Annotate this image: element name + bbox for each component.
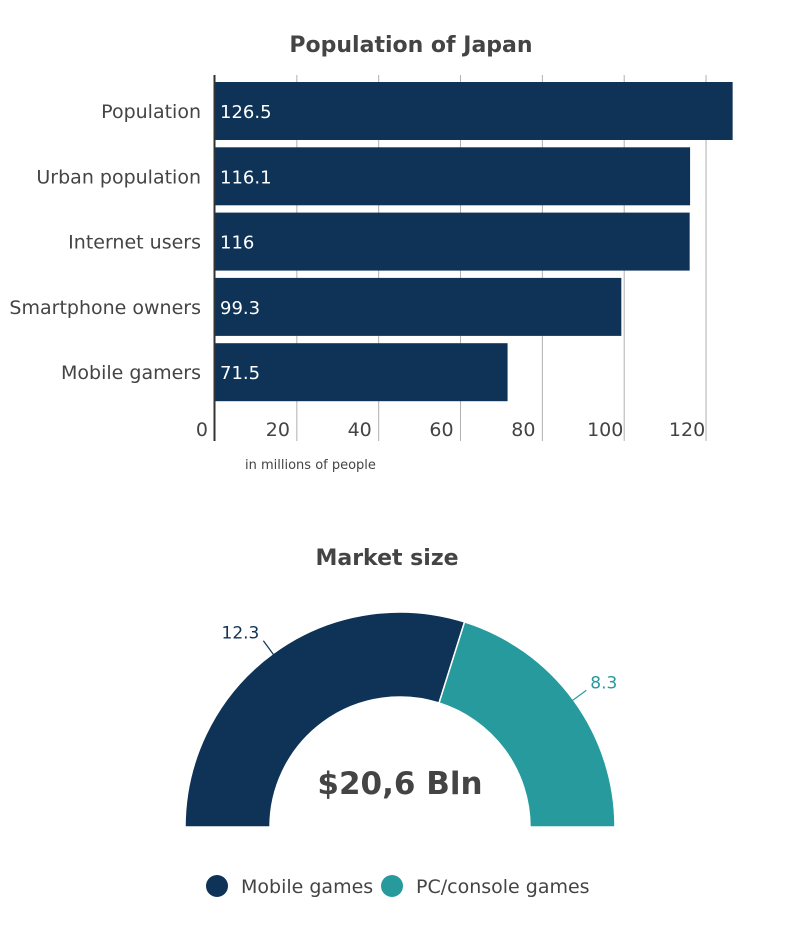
bar-mobile-gamers[interactable] [215,343,508,402]
slice-leader-line-mobile-games [262,640,276,658]
bar-population[interactable] [215,82,733,140]
category-label-smartphone-owners: Smartphone owners [9,297,201,319]
bar-chart-bars: 126.5 116.1 116 99.3 71.5 [215,82,733,402]
donut-center-total: $20,6 Bln [317,766,482,802]
category-label-mobile-gamers: Mobile gamers [61,362,201,384]
bar-value-label-urban-population: 116.1 [220,167,272,188]
x-tick-label-80: 80 [511,419,535,441]
slice-label-mobile-games: 12.3 [222,624,260,644]
x-tick-label-60: 60 [429,419,453,441]
bar-chart-category-labels: Population Urban population Internet users… [9,101,201,384]
x-tick-label-100: 100 [587,419,623,441]
donut-chart-title: Market size [315,546,458,571]
bar-internet-users[interactable] [215,212,690,271]
slice-mobile-games[interactable] [184,611,466,828]
bar-value-label-mobile-gamers: 71.5 [220,363,260,384]
bar-value-label-population: 126.5 [220,102,272,123]
donut-chart-slice-labels: 12.3 8.3 [222,624,617,703]
bar-chart-tick-labels: 0 20 40 60 80 100 120 [196,419,705,441]
legend-label-mobile-games[interactable]: Mobile games [241,876,373,898]
bar-urban-population[interactable] [215,147,691,206]
x-tick-label-20: 20 [266,419,290,441]
x-tick-label-0: 0 [196,419,208,441]
category-label-urban-population: Urban population [36,166,201,188]
x-tick-label-120: 120 [669,419,705,441]
legend-marker-mobile-games[interactable] [206,875,228,897]
category-label-internet-users: Internet users [68,232,201,254]
legend: Mobile games PC/console games [206,875,590,898]
category-label-population: Population [101,101,201,123]
x-tick-label-40: 40 [348,419,372,441]
bar-smartphone-owners[interactable] [215,277,622,336]
slice-leader-line-pc-console-games [569,689,587,703]
bar-chart-title: Population of Japan [289,33,532,58]
slice-pc-console-games[interactable] [438,620,616,828]
slice-label-pc-console-games: 8.3 [590,673,617,693]
bar-value-label-smartphone-owners: 99.3 [220,298,260,319]
legend-label-pc-console-games[interactable]: PC/console games [416,876,590,898]
bar-chart-x-axis-label: in millions of people [245,458,376,473]
legend-marker-pc-console-games[interactable] [381,875,403,897]
bar-value-label-internet-users: 116 [220,233,254,254]
donut-chart-slices [184,611,616,828]
